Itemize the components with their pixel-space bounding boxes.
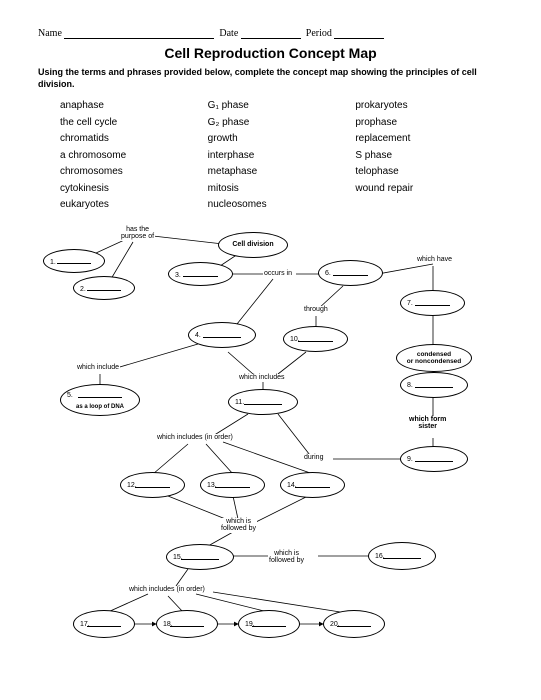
term: nucleosomes (208, 197, 356, 214)
term: telophase (355, 164, 503, 181)
term: anaphase (60, 98, 208, 115)
term: chromosomes (60, 164, 208, 181)
lbl-which-includes: which includes (238, 374, 286, 381)
node-14[interactable]: 14. (280, 472, 345, 498)
terms-col-3: prokaryotes prophase replacement S phase… (355, 98, 503, 214)
term: prophase (355, 115, 503, 132)
term: a chromosome (60, 148, 208, 165)
term: replacement (355, 131, 503, 148)
lbl-which-form-sister: which form sister (408, 416, 447, 431)
node-2[interactable]: 2. (73, 276, 135, 300)
term: S phase (355, 148, 503, 165)
period-label: Period (306, 28, 332, 39)
node-20[interactable]: 20. (323, 610, 385, 638)
term: metaphase (208, 164, 356, 181)
concept-map: Cell division 1. 2. 3. 4. 5.as a loop of… (38, 224, 503, 654)
node-7[interactable]: 7. (400, 290, 465, 316)
term: the cell cycle (60, 115, 208, 132)
lbl-which-include: which include (76, 364, 120, 371)
name-label: Name (38, 28, 62, 39)
node-5[interactable]: 5.as a loop of DNA (60, 384, 140, 416)
node-cell-division: Cell division (218, 232, 288, 258)
node-18[interactable]: 18. (156, 610, 218, 638)
name-blank[interactable] (64, 28, 214, 39)
node-15[interactable]: 15. (166, 544, 234, 570)
term: chromatids (60, 131, 208, 148)
header-row: Name Date Period (38, 28, 503, 39)
term-bank: anaphase the cell cycle chromatids a chr… (38, 98, 503, 214)
node-19[interactable]: 19. (238, 610, 300, 638)
node-17[interactable]: 17. (73, 610, 135, 638)
term: growth (208, 131, 356, 148)
lbl-which-have: which have (416, 256, 453, 263)
node-8[interactable]: 8. (400, 372, 468, 398)
node-condensed: condensed or noncondensed (396, 344, 472, 372)
date-label: Date (219, 28, 238, 39)
node-1[interactable]: 1. (43, 249, 105, 273)
node-11[interactable]: 11. (228, 389, 298, 415)
lbl-through: through (303, 306, 329, 313)
lbl-which-includes-order-2: which includes (in order) (128, 586, 206, 593)
term: mitosis (208, 181, 356, 198)
term: prokaryotes (355, 98, 503, 115)
lbl-which-includes-order-1: which includes (in order) (156, 434, 234, 441)
lbl-purpose: has the purpose of (120, 226, 155, 241)
node-6[interactable]: 6. (318, 260, 383, 286)
period-blank[interactable] (334, 28, 384, 39)
term: wound repair (355, 181, 503, 198)
term: cytokinesis (60, 181, 208, 198)
node-9[interactable]: 9. (400, 446, 468, 472)
node-3[interactable]: 3. (168, 262, 233, 286)
node-16[interactable]: 16. (368, 542, 436, 570)
node-10[interactable]: 10. (283, 326, 348, 352)
lbl-followed-by-1: which is followed by (220, 518, 257, 533)
lbl-occurs-in: occurs in (263, 270, 293, 277)
lbl-followed-by-2: which is followed by (268, 550, 305, 565)
terms-col-2: G₁ phase G₂ phase growth interphase meta… (208, 98, 356, 214)
node-4[interactable]: 4. (188, 322, 256, 348)
term: eukaryotes (60, 197, 208, 214)
node-13[interactable]: 13. (200, 472, 265, 498)
term: G₂ phase (208, 115, 356, 132)
term: interphase (208, 148, 356, 165)
instructions: Using the terms and phrases provided bel… (38, 67, 503, 90)
terms-col-1: anaphase the cell cycle chromatids a chr… (60, 98, 208, 214)
term: G₁ phase (208, 98, 356, 115)
node-12[interactable]: 12. (120, 472, 185, 498)
date-blank[interactable] (241, 28, 301, 39)
page-title: Cell Reproduction Concept Map (38, 45, 503, 61)
lbl-during: during (303, 454, 324, 461)
